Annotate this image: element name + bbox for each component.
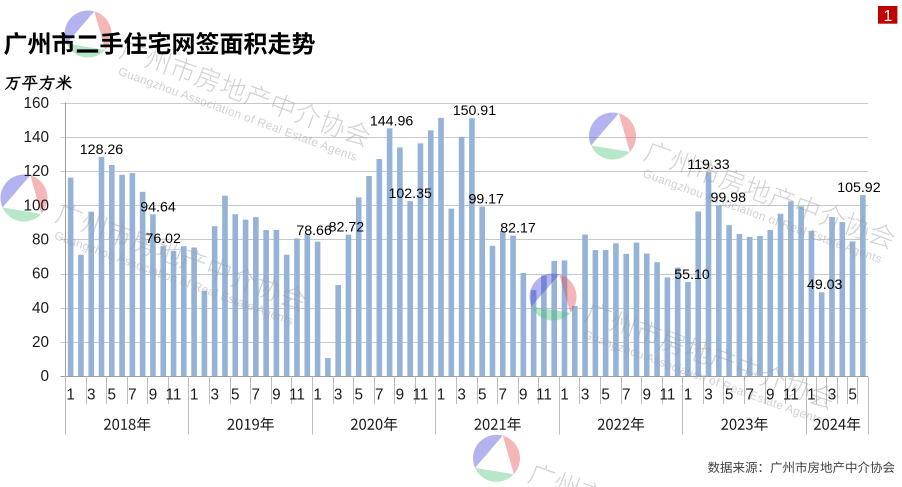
svg-text:94.64: 94.64 — [140, 199, 176, 215]
svg-text:3: 3 — [704, 387, 713, 404]
svg-text:120: 120 — [23, 163, 49, 180]
svg-text:3: 3 — [87, 387, 96, 404]
svg-text:80: 80 — [32, 232, 49, 249]
svg-text:3: 3 — [828, 387, 837, 404]
svg-text:1: 1 — [560, 387, 569, 404]
svg-text:99.17: 99.17 — [468, 192, 504, 208]
svg-text:9: 9 — [519, 387, 528, 404]
svg-text:7: 7 — [375, 387, 384, 404]
svg-text:82.72: 82.72 — [329, 220, 365, 236]
svg-text:11: 11 — [289, 387, 305, 404]
svg-text:1: 1 — [883, 8, 892, 25]
svg-text:7: 7 — [499, 387, 508, 404]
svg-text:160: 160 — [23, 95, 49, 112]
svg-text:150.91: 150.91 — [453, 103, 497, 119]
svg-text:76.02: 76.02 — [145, 231, 181, 247]
svg-text:20: 20 — [32, 334, 49, 351]
svg-text:5: 5 — [725, 387, 734, 404]
svg-text:9: 9 — [149, 387, 158, 404]
svg-text:1: 1 — [807, 387, 816, 404]
svg-text:3: 3 — [210, 387, 219, 404]
svg-text:5: 5 — [354, 387, 363, 404]
svg-text:9: 9 — [643, 387, 652, 404]
svg-text:5: 5 — [848, 387, 857, 404]
svg-text:140: 140 — [23, 129, 49, 146]
svg-text:11: 11 — [166, 387, 182, 404]
svg-text:82.17: 82.17 — [500, 221, 536, 237]
svg-text:105.92: 105.92 — [837, 180, 881, 196]
svg-text:3: 3 — [334, 387, 343, 404]
svg-text:1: 1 — [437, 387, 446, 404]
svg-text:100: 100 — [23, 197, 49, 214]
svg-text:3: 3 — [581, 387, 590, 404]
svg-text:102.35: 102.35 — [388, 186, 432, 202]
svg-text:5: 5 — [601, 387, 610, 404]
svg-text:5: 5 — [108, 387, 117, 404]
svg-text:78.66: 78.66 — [296, 223, 332, 239]
svg-text:99.98: 99.98 — [711, 190, 747, 206]
svg-text:40: 40 — [32, 300, 49, 317]
svg-text:0: 0 — [40, 368, 49, 385]
svg-text:9: 9 — [766, 387, 775, 404]
svg-text:7: 7 — [128, 387, 137, 404]
svg-text:49.03: 49.03 — [807, 277, 843, 293]
svg-text:3: 3 — [457, 387, 466, 404]
svg-text:5: 5 — [231, 387, 240, 404]
svg-text:9: 9 — [272, 387, 281, 404]
svg-text:7: 7 — [745, 387, 754, 404]
svg-text:55.10: 55.10 — [674, 267, 710, 283]
svg-text:7: 7 — [252, 387, 261, 404]
svg-text:1: 1 — [66, 387, 75, 404]
svg-text:9: 9 — [396, 387, 405, 404]
svg-text:144.96: 144.96 — [370, 113, 414, 129]
svg-text:60: 60 — [32, 266, 49, 283]
svg-text:11: 11 — [536, 387, 552, 404]
svg-text:1: 1 — [684, 387, 693, 404]
svg-text:11: 11 — [783, 387, 799, 404]
svg-text:7: 7 — [622, 387, 631, 404]
svg-text:119.33: 119.33 — [687, 157, 729, 173]
svg-text:11: 11 — [659, 387, 675, 404]
svg-text:5: 5 — [478, 387, 487, 404]
svg-text:11: 11 — [413, 387, 429, 404]
svg-text:1: 1 — [313, 387, 322, 404]
svg-text:1: 1 — [190, 387, 199, 404]
svg-text:128.26: 128.26 — [80, 142, 124, 158]
